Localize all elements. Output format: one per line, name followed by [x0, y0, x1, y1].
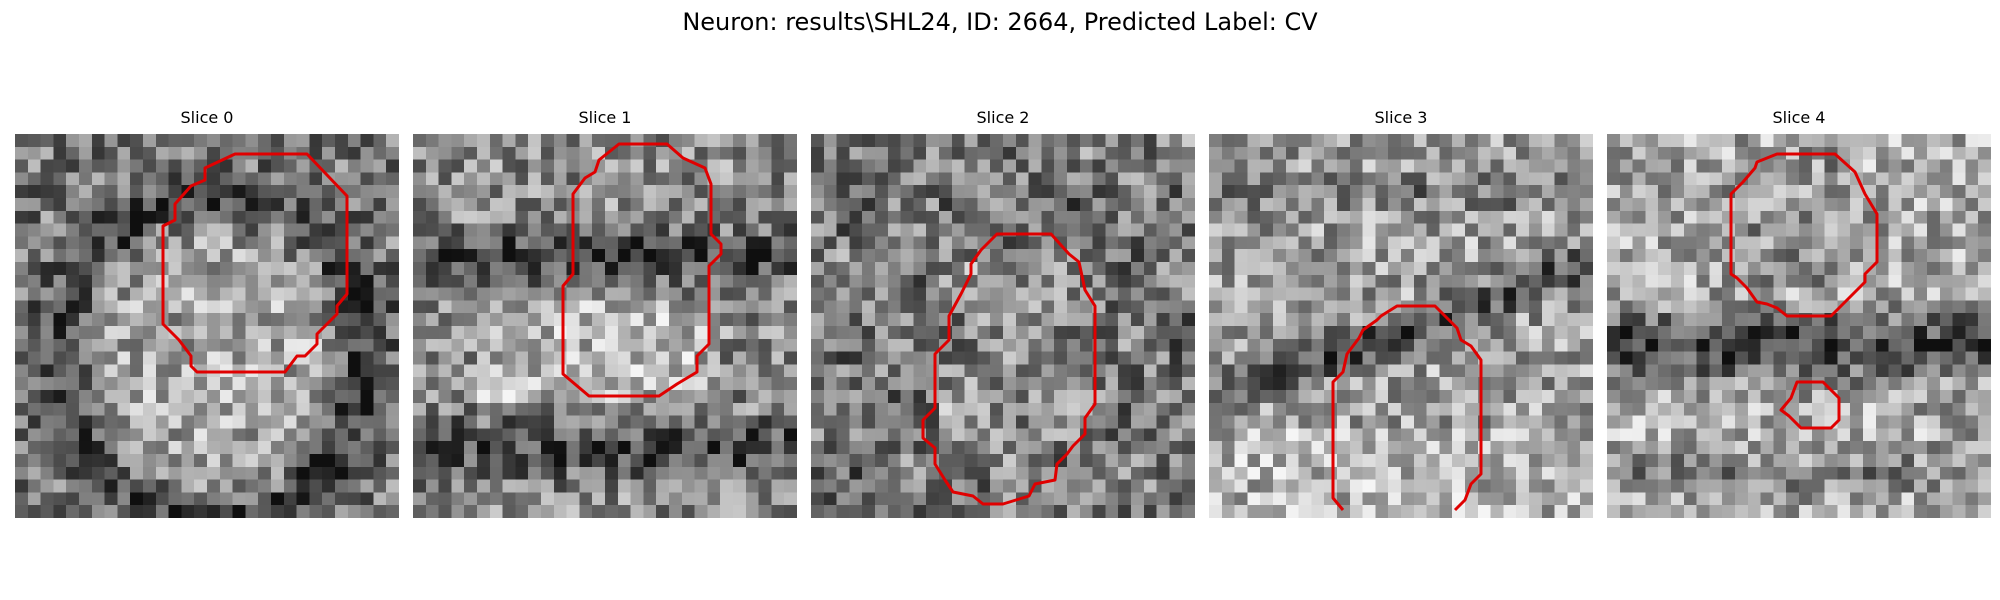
slice-image — [413, 134, 797, 518]
slice-title: Slice 1 — [413, 106, 797, 130]
slice-image — [1607, 134, 1991, 518]
slice-title: Slice 4 — [1607, 106, 1991, 130]
slice-image — [811, 134, 1195, 518]
slice-image — [1209, 134, 1593, 518]
slice-title: Slice 3 — [1209, 106, 1593, 130]
slice-title: Slice 0 — [15, 106, 399, 130]
slice-title: Slice 2 — [811, 106, 1195, 130]
slice-image — [15, 134, 399, 518]
figure-title: Neuron: results\SHL24, ID: 2664, Predict… — [0, 6, 2000, 38]
